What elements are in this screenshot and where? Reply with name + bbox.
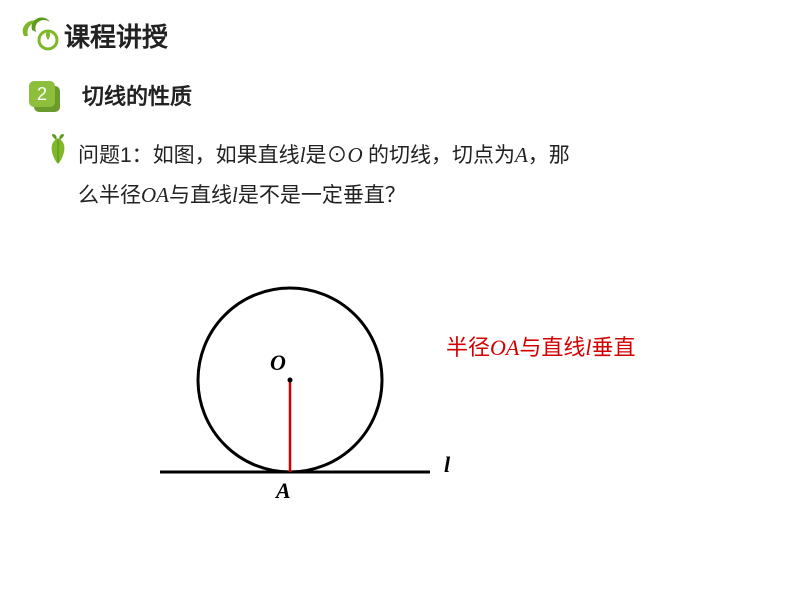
- badge-number: 2: [37, 84, 47, 104]
- question-text: 问题1：如图，如果直线l是⊙O 的切线，切点为A，那 么半径OA与直线l是不是一…: [78, 136, 718, 216]
- question-block: 问题1：如图，如果直线l是⊙O 的切线，切点为A，那 么半径OA与直线l是不是一…: [44, 136, 794, 216]
- label-a: A: [276, 478, 291, 504]
- logo-leaf-swirl-icon: [18, 14, 60, 56]
- leaf-bullet-icon: [44, 134, 72, 168]
- center-dot: [288, 378, 293, 383]
- answer-text: 半径OA与直线l垂直: [446, 330, 636, 362]
- subheader: 2 切线的性质: [26, 78, 794, 112]
- tangent-diagram: O A l: [150, 270, 450, 550]
- label-l: l: [444, 452, 450, 478]
- header: 课程讲授: [0, 0, 794, 56]
- page-title: 课程讲授: [64, 17, 168, 54]
- q-prefix: 问题1：: [78, 144, 153, 167]
- section-number-badge: 2: [26, 78, 60, 112]
- label-o: O: [270, 350, 286, 376]
- diagram-svg: [150, 270, 470, 530]
- section-title: 切线的性质: [82, 79, 192, 111]
